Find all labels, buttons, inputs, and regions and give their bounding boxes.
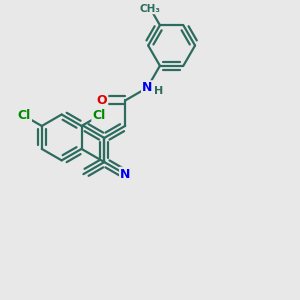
Text: H: H bbox=[154, 86, 164, 96]
Text: N: N bbox=[120, 168, 130, 181]
Text: Cl: Cl bbox=[92, 110, 106, 122]
Text: Cl: Cl bbox=[18, 110, 31, 122]
Text: N: N bbox=[142, 81, 152, 94]
Text: O: O bbox=[97, 94, 107, 107]
Text: CH₃: CH₃ bbox=[140, 4, 161, 14]
